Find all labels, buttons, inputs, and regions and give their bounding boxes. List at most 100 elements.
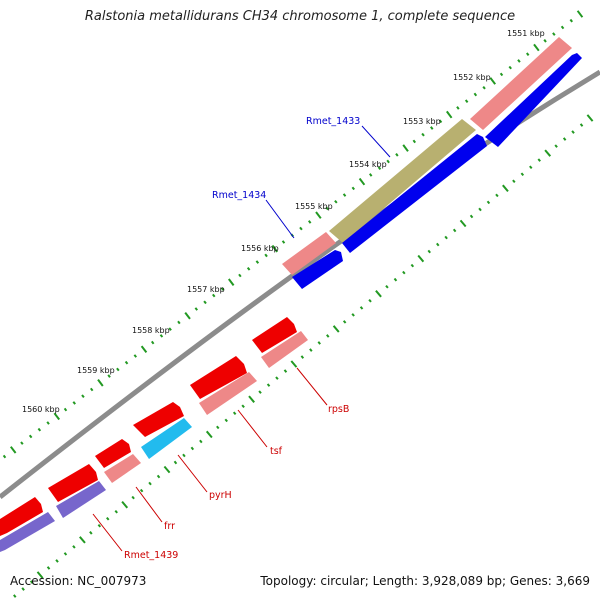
inner-ruler-minor-tick — [486, 200, 491, 205]
inner-ruler-minor-tick — [410, 263, 415, 268]
inner-ruler-minor-tick — [309, 348, 313, 352]
inner-ruler-minor-tick — [444, 235, 448, 240]
outer-ruler-minor-tick — [151, 340, 155, 345]
inner-ruler-minor-tick — [452, 228, 457, 233]
outer-ruler-minor-tick — [89, 387, 94, 392]
gene-tsf[interactable] — [199, 372, 257, 415]
outer-ruler-minor-tick — [508, 65, 512, 70]
outer-ruler-minor-tick — [159, 334, 164, 338]
outer-ruler-minor-tick — [203, 300, 207, 305]
map-title: Ralstonia metallidurans CH34 chromosome … — [84, 9, 516, 24]
gene-red-5[interactable] — [48, 464, 98, 502]
gene-rpsB[interactable] — [261, 331, 308, 368]
outer-ruler-minor-tick — [421, 132, 425, 137]
gene-rmet-1439[interactable] — [56, 481, 106, 518]
label-rpsB[interactable]: rpsB — [328, 404, 349, 415]
inner-ruler-major-tick — [459, 219, 467, 228]
inner-ruler-major-tick — [36, 571, 44, 579]
gene-red-4[interactable] — [95, 439, 131, 468]
inner-ruler-minor-tick — [266, 383, 271, 387]
outer-ruler-minor-tick — [124, 360, 129, 365]
inner-ruler-minor-tick — [173, 460, 178, 465]
outer-ruler-major-tick — [184, 311, 191, 320]
outer-ruler-minor-tick — [395, 153, 399, 157]
label-rmet-1439[interactable]: Rmet_1439 — [124, 550, 178, 561]
inner-ruler-minor-tick — [190, 446, 195, 451]
gene-rmet-1433[interactable] — [329, 119, 476, 243]
outer-ruler-minor-tick — [81, 394, 85, 399]
gene-red-6[interactable] — [0, 497, 43, 536]
gene-red-1[interactable] — [252, 317, 297, 353]
inner-ruler-minor-tick — [351, 313, 355, 317]
outer-ruler-minor-tick — [177, 320, 181, 325]
outer-ruler-minor-tick — [72, 401, 76, 405]
leader-frr — [135, 486, 163, 523]
gene-frr[interactable] — [104, 454, 141, 483]
inner-ruler-minor-tick — [224, 418, 228, 423]
inner-ruler-minor-tick — [275, 376, 279, 380]
inner-ruler-minor-tick — [342, 320, 347, 324]
inner-ruler-minor-tick — [368, 298, 372, 303]
inner-ruler-minor-tick — [579, 123, 584, 127]
inner-ruler-minor-tick — [139, 488, 144, 493]
gene-blue-1[interactable] — [485, 53, 582, 147]
inner-ruler-minor-tick — [478, 207, 482, 212]
operon-lower-row — [0, 331, 308, 552]
outer-ruler-major-tick — [445, 110, 453, 119]
inner-ruler-major-tick — [544, 149, 552, 157]
inner-ruler-minor-tick — [55, 559, 59, 563]
label-leaders — [92, 125, 391, 552]
gene-rmet-1432[interactable] — [470, 37, 572, 130]
gene-red-3[interactable] — [133, 402, 184, 437]
operon-red-row — [0, 317, 297, 536]
outer-ruler-minor-tick — [482, 85, 486, 90]
outer-ruler-minor-tick — [2, 454, 7, 459]
ruler-label-1555: 1555 kbp — [295, 202, 333, 211]
inner-ruler-major-tick — [417, 254, 425, 263]
gene-rmet-1434[interactable] — [282, 232, 336, 275]
outer-ruler-minor-tick — [255, 260, 260, 264]
label-pyrH[interactable]: pyrH — [209, 490, 232, 501]
outer-ruler-minor-tick — [20, 441, 24, 445]
outer-ruler-minor-tick — [386, 159, 390, 164]
inner-ruler-minor-tick — [562, 137, 567, 141]
inner-ruler-major-tick — [79, 536, 86, 544]
inner-ruler-minor-tick — [97, 523, 102, 528]
outer-ruler-major-tick — [228, 278, 235, 286]
inner-ruler-minor-tick — [199, 439, 203, 444]
label-rmet-1434[interactable]: Rmet_1434 — [212, 190, 266, 201]
ruler-label-1556: 1556 kbp — [241, 244, 279, 253]
inner-ruler-major-tick — [332, 325, 340, 333]
inner-ruler-minor-tick — [359, 306, 364, 310]
outer-ruler-minor-tick — [334, 199, 338, 204]
label-rmet-1433[interactable]: Rmet_1433 — [306, 116, 360, 127]
ruler-label-1559: 1559 kbp — [77, 366, 115, 375]
outer-ruler-minor-tick — [194, 307, 198, 311]
gene-red-2[interactable] — [190, 356, 247, 399]
outer-ruler-minor-tick — [543, 39, 547, 43]
gene-purple-2[interactable] — [0, 512, 55, 552]
inner-ruler-minor-tick — [46, 566, 51, 570]
outer-ruler-minor-tick — [46, 421, 50, 425]
ruler-label-1551: 1551 kbp — [507, 29, 545, 38]
outer-ruler-minor-tick — [299, 226, 303, 231]
gene-labels: Rmet_1433 Rmet_1434 rpsB tsf pyrH frr Rm… — [124, 116, 360, 561]
outer-ruler-minor-tick — [168, 327, 172, 331]
gene-pyrH[interactable] — [141, 418, 192, 459]
outer-ruler-minor-tick — [456, 106, 460, 110]
label-tsf[interactable]: tsf — [270, 446, 283, 457]
outer-ruler-minor-tick — [517, 59, 521, 63]
outer-ruler-minor-tick — [525, 52, 530, 56]
inner-ruler-major-tick — [121, 500, 129, 509]
inner-ruler-minor-tick — [72, 545, 76, 549]
gene-blue-3[interactable] — [292, 250, 343, 289]
inner-ruler-minor-tick — [258, 390, 262, 394]
blue-gene-track — [292, 53, 582, 289]
inner-ruler-minor-tick — [300, 355, 305, 359]
outer-ruler-minor-tick — [342, 193, 347, 197]
label-frr[interactable]: frr — [164, 521, 175, 532]
chromosome-backbone — [0, 69, 600, 499]
inner-ruler-major-tick — [375, 290, 382, 298]
outer-ruler-minor-tick — [238, 273, 242, 278]
gene-blue-2[interactable] — [342, 134, 487, 253]
